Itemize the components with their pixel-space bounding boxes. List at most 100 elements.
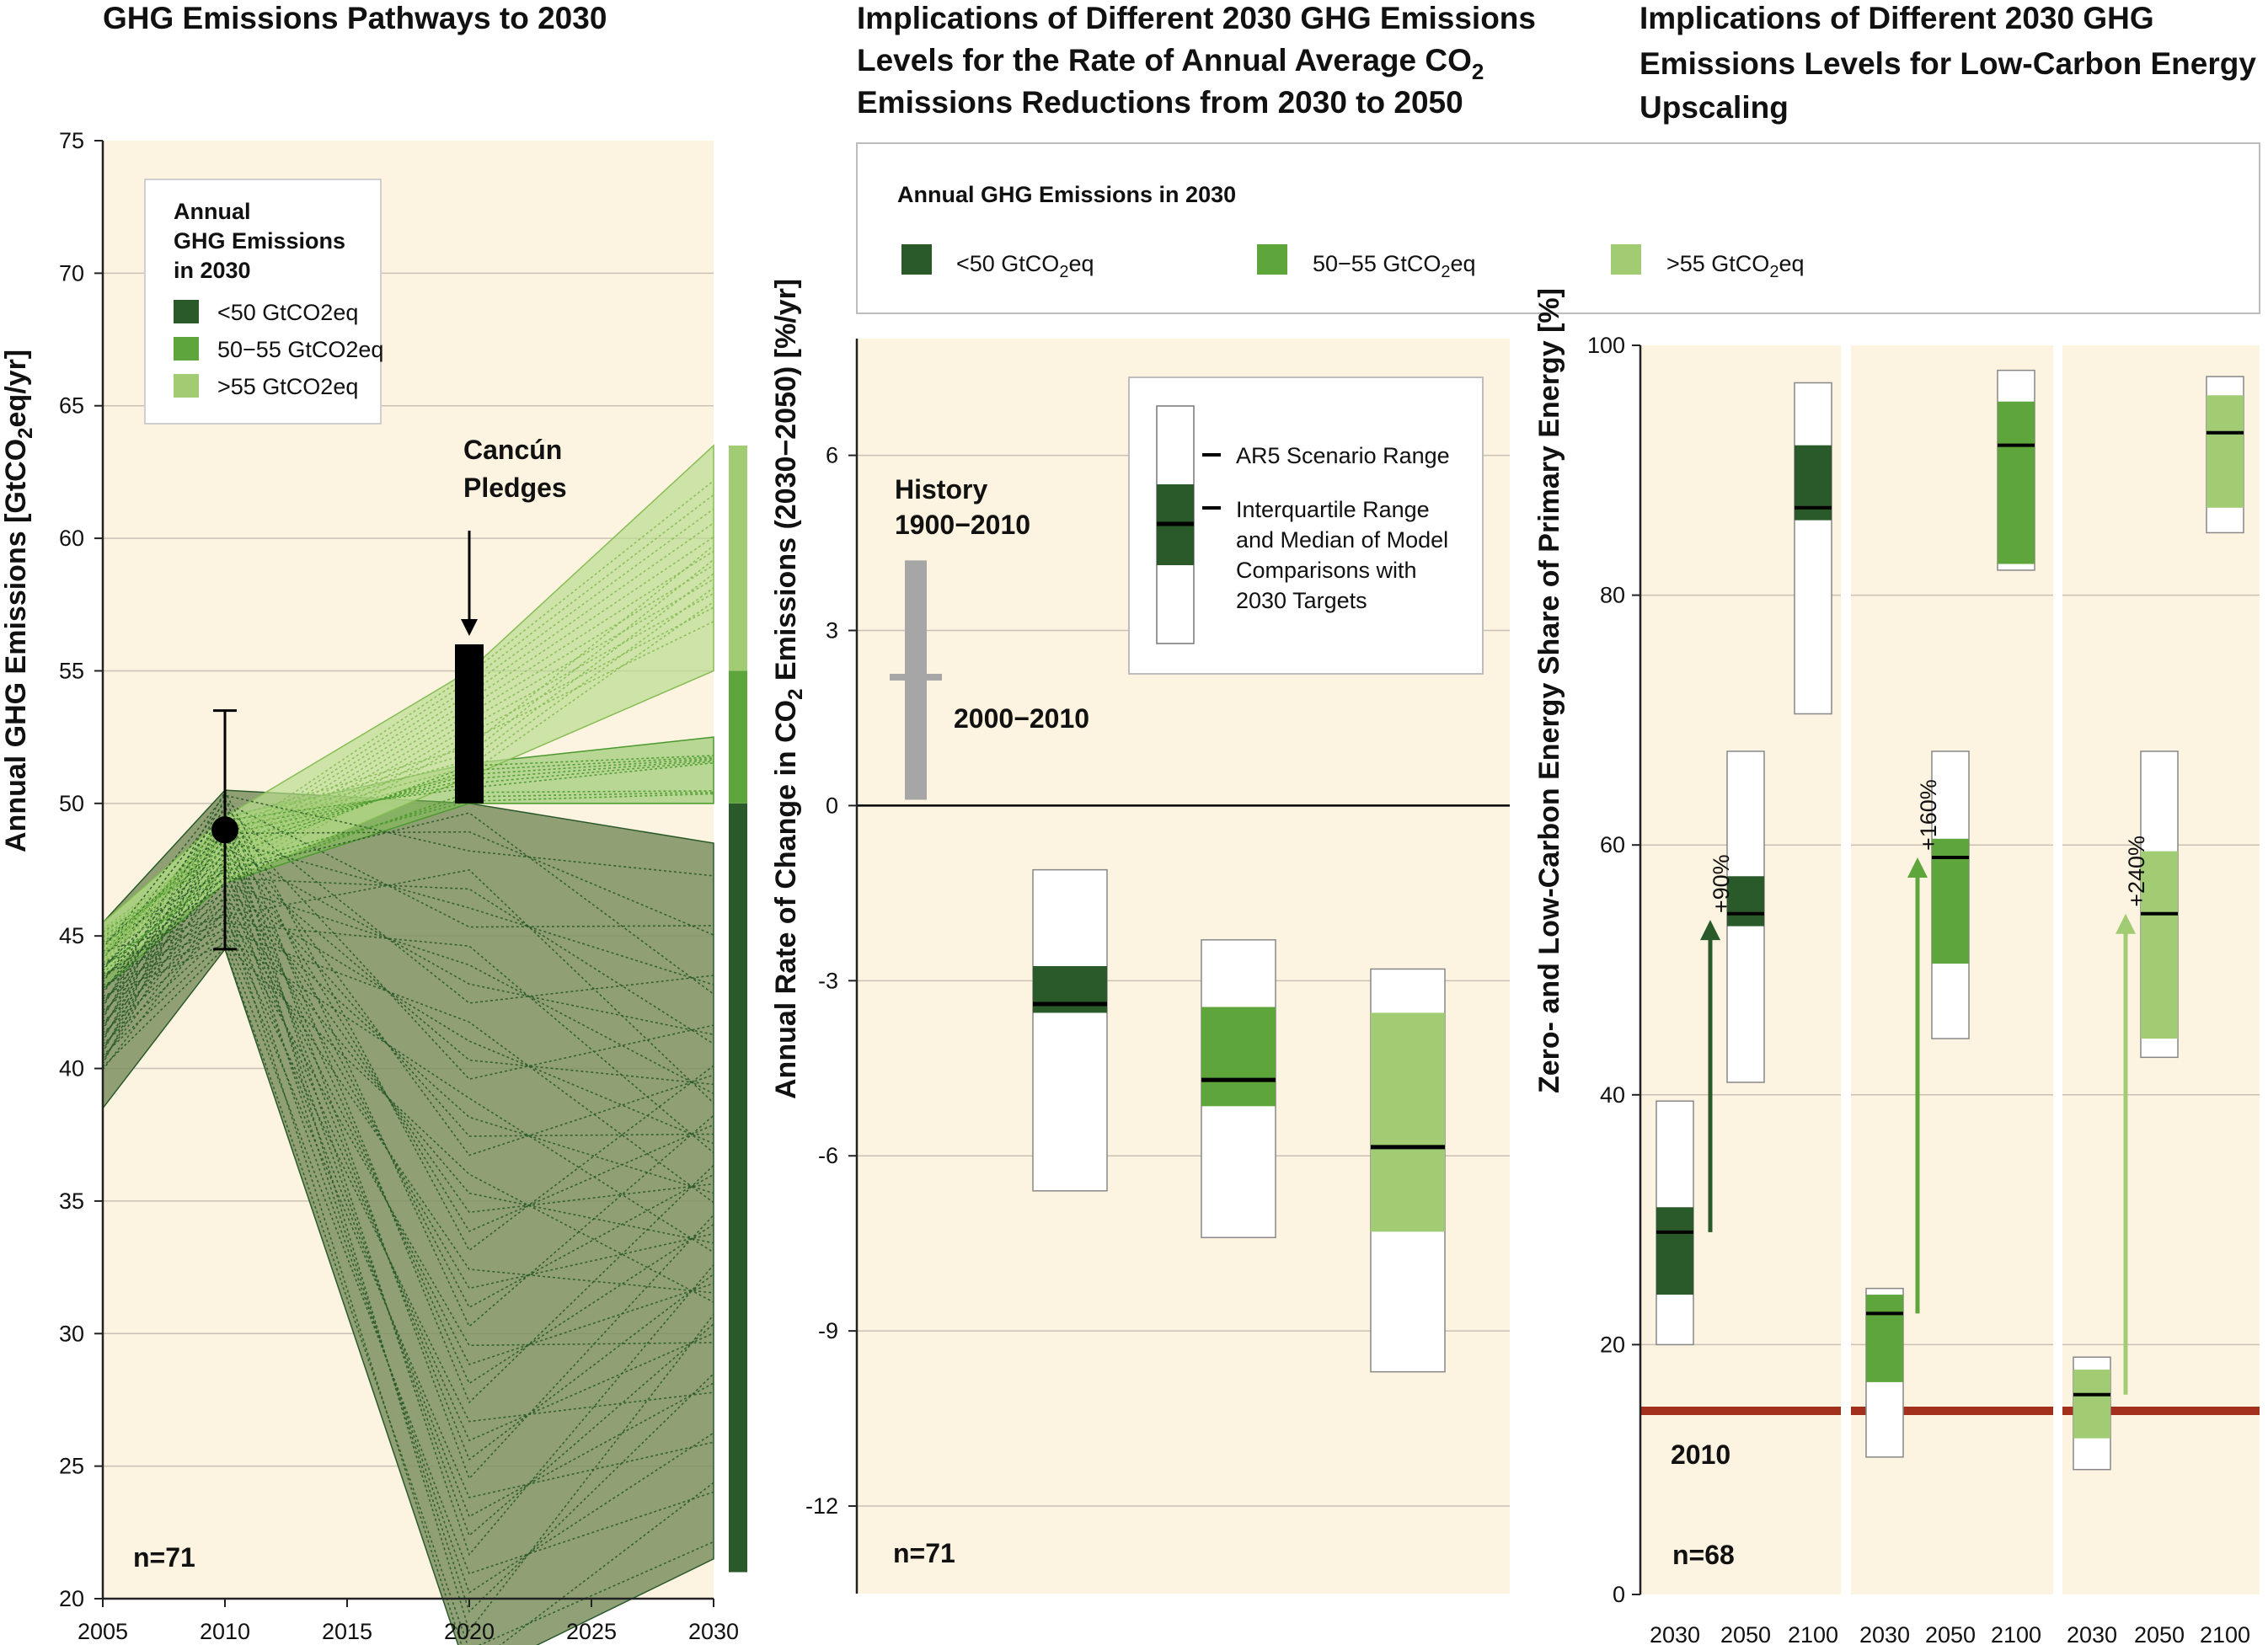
increase-arrow-head-2 — [1907, 857, 1928, 879]
panel3-y-tick-60: 60 — [1600, 832, 1625, 857]
panel3-x-tick-1-2050: 2050 — [1720, 1622, 1771, 1645]
panel1-legend-title-line3: in 2030 — [174, 258, 251, 283]
panel3-title-line3: Upscaling — [1639, 90, 1789, 125]
panel2-tick-labels: 6 3 0 -3 -6 -9 -12 — [805, 443, 838, 1519]
reference-2010-line-3 — [2062, 1406, 2260, 1415]
pathway-line — [102, 587, 714, 963]
panel2-y-axis-label: Annual Rate of Change in CO2 Emissions (… — [770, 279, 807, 1099]
pathway-line — [102, 797, 714, 1328]
iqr-box-2-2050 — [1932, 838, 1969, 964]
panel2-y-tick--6: -6 — [818, 1143, 838, 1168]
box-legend-iqr-line3: Comparisons with — [1236, 558, 1417, 583]
panel1-legend-swatch-dark — [174, 300, 199, 323]
pathway-line — [102, 756, 714, 938]
box-legend-range-label: AR5 Scenario Range — [1236, 443, 1450, 468]
pathway-line — [102, 929, 714, 1204]
panel1-n-label: n=71 — [133, 1542, 195, 1573]
panel2-y-tick-0: 0 — [826, 793, 838, 818]
pathway-line — [102, 884, 714, 1095]
panel1-y-tick-65: 65 — [59, 393, 84, 419]
iqr-box-3-2100 — [2206, 395, 2244, 508]
iqr-box-1-2030 — [1656, 1207, 1693, 1295]
panel1-y-tick-45: 45 — [59, 923, 84, 948]
pathway-line — [102, 894, 714, 1518]
shared-legend-title: Annual GHG Emissions in 2030 — [897, 182, 1236, 207]
panel2-y-tick--12: -12 — [805, 1493, 838, 1519]
shared-legend-swatch-dark — [901, 244, 932, 275]
pathway-line — [102, 849, 714, 1461]
panel2-y-tick--9: -9 — [818, 1318, 838, 1343]
pathway-line — [102, 790, 714, 1252]
panel1-legend-title-line1: Annual — [174, 199, 251, 224]
panel1-legend-item-2: 50−55 GtCO2eq — [217, 337, 383, 362]
increase-label-2: +160% — [1916, 779, 1941, 851]
increase-label-3: +240% — [2124, 836, 2149, 907]
increase-arrow-head-3 — [2116, 913, 2136, 934]
panel1-y-tick-30: 30 — [59, 1321, 84, 1346]
pathway-line — [102, 810, 714, 1480]
sidebar-segment-mid — [729, 670, 747, 804]
iqr-box-3-2030 — [2073, 1370, 2110, 1439]
panel2-title-line3: Emissions Reductions from 2030 to 2050 — [857, 85, 1463, 120]
cancun-label-line1: Cancún — [463, 435, 562, 465]
panel2-y-tick-6: 6 — [826, 443, 838, 468]
pathway-line — [102, 898, 714, 1194]
pathway-line — [102, 936, 714, 1253]
pathway-line — [102, 793, 714, 974]
history-point — [211, 816, 238, 844]
pathway-line — [102, 592, 714, 948]
panel3-increase-arrows: +90% +160% +240% — [1700, 779, 2149, 1395]
pathway-line — [102, 943, 714, 1303]
panel1-x-tick-2005: 2005 — [78, 1619, 128, 1644]
panel2-axes — [848, 339, 1510, 1594]
panel1-y-tick-60: 60 — [59, 526, 84, 551]
panel3-x-tick-1-2030: 2030 — [1650, 1622, 1700, 1645]
panel3-x-tick-3-2030: 2030 — [2067, 1622, 2117, 1645]
panel1-y-tick-25: 25 — [59, 1454, 84, 1479]
pathway-line — [102, 522, 714, 937]
history-label-line2: 1900−2010 — [895, 510, 1030, 540]
panel2-history-bar — [890, 560, 942, 800]
pathway-line — [102, 759, 714, 948]
panel-low-carbon-upscaling: Implications of Different 2030 GHG Emiss… — [1533, 1, 2260, 1645]
panel3-x-tick-3-2100: 2100 — [2200, 1622, 2250, 1645]
increase-label-1: +90% — [1709, 854, 1734, 913]
box-legend-iqr-line4: 2030 Targets — [1236, 588, 1367, 613]
pathway-line — [102, 621, 714, 953]
shared-legend: Annual GHG Emissions in 2030 <50 GtCO2eq… — [856, 142, 2260, 314]
iqr-box-3 — [1371, 1012, 1445, 1232]
pathway-line — [102, 918, 714, 1347]
pathway-line — [102, 508, 714, 935]
panel3-y-tick-80: 80 — [1600, 583, 1625, 608]
pathway-line — [102, 564, 714, 944]
panel3-y-tick-100: 100 — [1587, 333, 1625, 358]
panel1-y-tick-55: 55 — [59, 658, 84, 683]
pathway-line — [102, 839, 714, 985]
panel3-title-line2: Emissions Levels for Low-Carbon Energy — [1639, 46, 2256, 81]
panel1-legend-title-line2: GHG Emissions — [174, 228, 345, 254]
panel3-y-axis-label: Zero- and Low-Carbon Energy Share of Pri… — [1533, 288, 1565, 1093]
panel1-y-tick-50: 50 — [59, 791, 84, 816]
panel2-y-tick--3: -3 — [818, 968, 838, 993]
panel1-annotations — [211, 531, 484, 951]
panel3-y-tick-0: 0 — [1613, 1582, 1625, 1607]
pathway-line — [102, 908, 714, 1645]
cancun-label-line2: Pledges — [463, 473, 567, 503]
pathway-line — [102, 791, 714, 969]
panel3-x-tick-1-2100: 2100 — [1788, 1622, 1838, 1645]
panel1-y-axis-label: Annual GHG Emissions [GtCO2eq/yr] — [0, 350, 37, 852]
reference-2010-line-2 — [1851, 1406, 2053, 1415]
panel2-n-label: n=71 — [893, 1538, 955, 1568]
history-label-line1: History — [895, 474, 987, 505]
panel1-category-sidebar — [729, 445, 747, 1573]
pathway-line — [102, 480, 714, 930]
pathway-line — [102, 755, 714, 933]
panel3-x-tick-2-2100: 2100 — [1991, 1622, 2041, 1645]
panel1-legend-item-3: >55 GtCO2eq — [217, 374, 358, 399]
box-legend-iqr-line1: Interquartile Range — [1236, 497, 1430, 522]
pathway-line — [102, 856, 714, 1537]
pathway-line — [102, 817, 714, 1557]
panel3-tick-labels: 100 80 60 40 20 0 2030 2050 2100 2030 2050 2100 2030… — [1587, 333, 2250, 1645]
